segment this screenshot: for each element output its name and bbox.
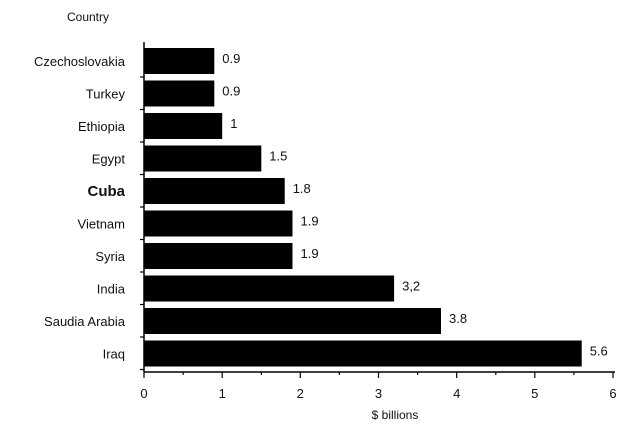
value-label-turkey: 0.9	[222, 84, 240, 99]
bar-ethiopia	[144, 113, 223, 139]
category-label-turkey: Turkey	[86, 87, 126, 102]
value-label-ethiopia: 1	[230, 116, 237, 131]
x-tick-label: 2	[297, 386, 304, 401]
value-label-cuba: 1.8	[293, 181, 311, 196]
value-label-saudia-arabia: 3.8	[449, 311, 467, 326]
category-label-iraq: Iraq	[103, 347, 125, 362]
category-label-czechoslovakia: Czechoslovakia	[34, 54, 126, 69]
x-tick-label: 4	[453, 386, 460, 401]
y-axis-title: Country	[67, 10, 109, 24]
category-label-cuba: Cuba	[88, 183, 126, 200]
value-label-vietnam: 1.9	[301, 214, 319, 229]
x-tick-label: 6	[609, 386, 616, 401]
value-label-iraq: 5.6	[590, 344, 608, 359]
value-label-syria: 1.9	[301, 246, 319, 261]
bars-group: Czechoslovakia 0.9 Turkey 0.9 Ethiopia 1 Egypt…	[34, 48, 608, 367]
x-tick-label: 1	[219, 386, 226, 401]
category-label-saudia-arabia: Saudia Arabia	[44, 314, 126, 329]
x-tick-label: 5	[531, 386, 538, 401]
category-label-syria: Syria	[95, 249, 125, 264]
value-label-india: 3,2	[402, 279, 420, 294]
category-label-ethiopia: Ethiopia	[78, 119, 126, 134]
category-label-vietnam: Vietnam	[78, 217, 125, 232]
bar-saudia-arabia	[144, 308, 441, 334]
bar-india	[144, 275, 395, 302]
bar-iraq	[144, 340, 582, 367]
bar-vietnam	[144, 210, 293, 237]
x-tick-label: 0	[140, 386, 147, 401]
bar-egypt	[144, 145, 262, 172]
value-label-czechoslovakia: 0.9	[222, 51, 240, 66]
bar-turkey	[144, 80, 215, 107]
value-label-egypt: 1.5	[269, 149, 287, 164]
bar-cuba	[144, 178, 285, 204]
bar-czechoslovakia	[144, 48, 215, 74]
category-label-india: India	[97, 282, 126, 297]
category-label-egypt: Egypt	[92, 152, 126, 167]
axes-group: 0 1 2 3 4 5 6	[140, 42, 617, 401]
x-axis-title: $ billions	[372, 408, 419, 422]
bar-syria	[144, 243, 293, 269]
x-tick-label: 3	[375, 386, 382, 401]
